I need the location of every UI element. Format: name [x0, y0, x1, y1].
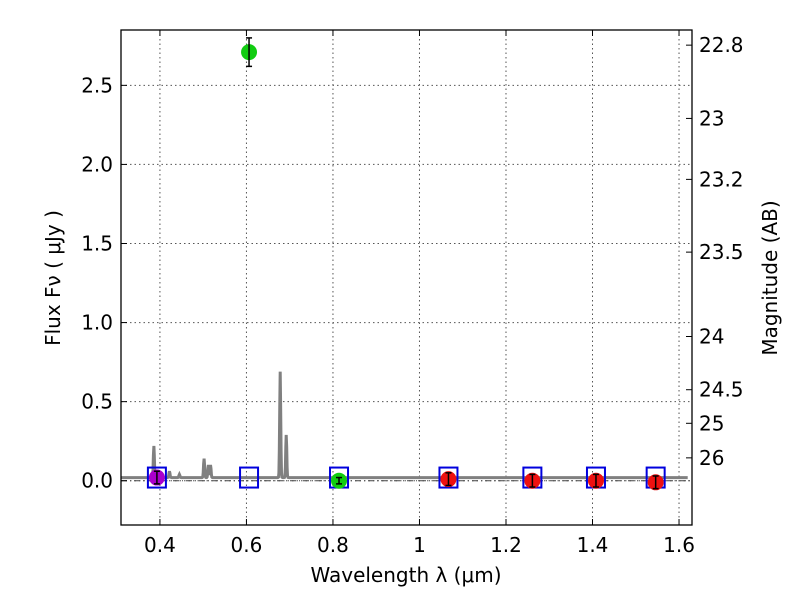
- x-tick-label: 0.4: [144, 533, 176, 557]
- y-tick-label: 1.5: [81, 231, 113, 255]
- mag-tick-label: 26: [699, 446, 724, 470]
- y-tick-label: 0.5: [81, 390, 113, 414]
- tick-labels: 0.4 0.6 0.8 1 1.2 1.4 1.6 0.0 0.5 1.0 1.5 2.0 2.5 22.…: [81, 33, 743, 557]
- x-tick-label: 1.2: [490, 533, 522, 557]
- y-axis-label: Flux Fν ( μJy ): [41, 210, 65, 346]
- mag-tick-label: 23: [699, 106, 724, 130]
- mag-tick-label: 25: [699, 411, 724, 435]
- y-tick-label: 2.0: [81, 152, 113, 176]
- model-band-box: [146, 466, 167, 489]
- x-tick-label: 1.6: [663, 533, 695, 557]
- x-tick-label: 1: [413, 533, 426, 557]
- y-tick-label: 0.0: [81, 469, 113, 493]
- y2-axis-label: Magnitude (AB): [758, 200, 782, 355]
- model-spectrum-line: [121, 371, 688, 480]
- y-tick-label: 1.0: [81, 311, 113, 335]
- photometry-points: [148, 37, 664, 491]
- x-tick-label: 0.8: [317, 533, 349, 557]
- mag-tick-label: 24: [699, 324, 724, 348]
- model-band-box: [438, 466, 459, 489]
- y-tick-label: 2.5: [81, 73, 113, 97]
- axis-ticks: [121, 30, 692, 525]
- plot-frame: [120, 29, 693, 526]
- x-tick-label: 1.4: [577, 533, 609, 557]
- mag-tick-label: 22.8: [699, 33, 744, 57]
- grid-layer: [121, 30, 692, 525]
- x-tick-label: 0.6: [231, 533, 263, 557]
- x-axis-label: Wavelength λ (μm): [310, 563, 501, 587]
- mag-tick-label: 24.5: [699, 378, 744, 402]
- model-band-box: [239, 466, 260, 489]
- mag-tick-label: 23.2: [699, 167, 744, 191]
- mag-tick-label: 23.5: [699, 240, 744, 264]
- spectrum-layer: [121, 371, 692, 482]
